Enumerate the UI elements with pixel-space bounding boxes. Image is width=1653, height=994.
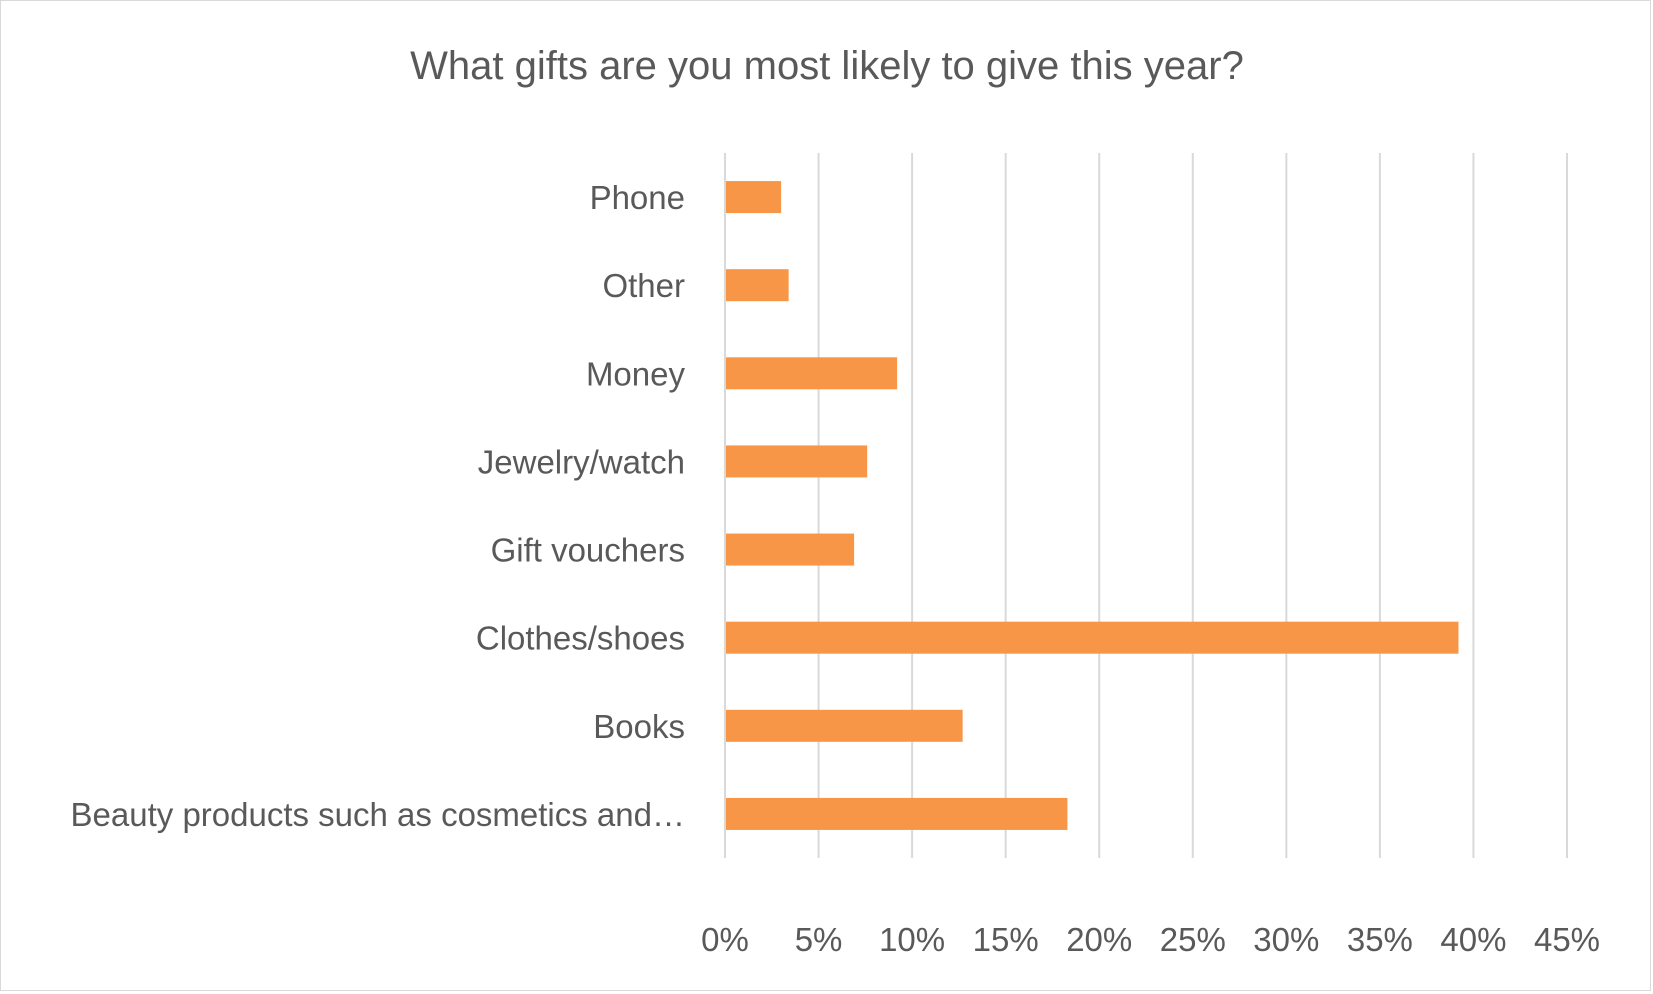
category-label: Clothes/shoes (476, 620, 685, 657)
category-label: Books (593, 708, 685, 745)
x-tick-label: 40% (1440, 921, 1506, 958)
category-label: Other (602, 267, 685, 304)
bar (726, 445, 868, 478)
x-tick-label: 35% (1347, 921, 1413, 958)
bar (726, 533, 855, 566)
bar (726, 797, 1068, 830)
x-tick-label: 25% (1160, 921, 1226, 958)
x-tick-label: 10% (879, 921, 945, 958)
category-labels: Phone Other Money Jewelry/watch Gift voucher… (71, 179, 686, 833)
x-tick-label: 20% (1066, 921, 1132, 958)
x-tick-label: 0% (701, 921, 749, 958)
chart-title: What gifts are you most likely to give t… (410, 44, 1244, 88)
x-axis-tick-labels: 0% 5% 10% 15% 20% 25% 30% 35% 40% 45% (701, 921, 1600, 958)
category-label: Money (586, 355, 686, 392)
bar (726, 709, 963, 742)
category-label: Gift vouchers (491, 532, 685, 569)
bar (726, 269, 789, 302)
gridlines (724, 153, 1568, 858)
category-label: Jewelry/watch (478, 443, 685, 480)
x-tick-label: 30% (1253, 921, 1319, 958)
category-label: Phone (590, 179, 685, 216)
bars (726, 181, 1459, 830)
bar (726, 357, 898, 390)
category-label: Beauty products such as cosmetics and… (71, 796, 685, 833)
bar (726, 621, 1459, 654)
bar (726, 181, 782, 214)
x-tick-label: 15% (973, 921, 1039, 958)
x-tick-label: 45% (1534, 921, 1600, 958)
x-tick-label: 5% (795, 921, 843, 958)
